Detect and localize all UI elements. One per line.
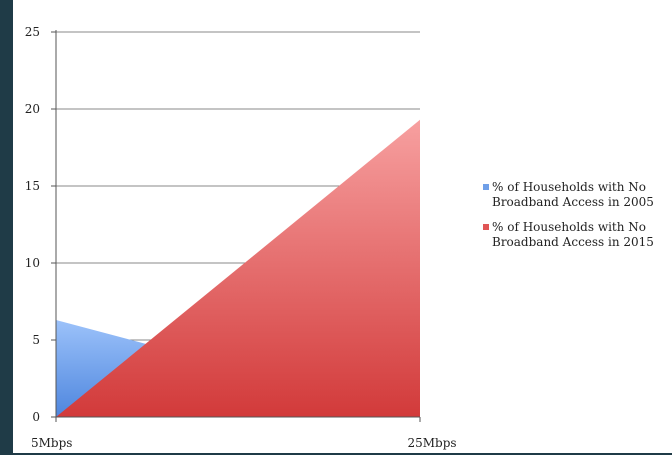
xtick-label-25Mbps: 25Mbps [407,436,456,450]
legend-label-2005-line1: % of Households with No [492,180,647,194]
legend-swatch-2005 [483,184,489,190]
tick-labels: 0 5 10 15 20 25 5Mbps 25Mbps [25,25,457,450]
series-areas [56,119,420,417]
legend-label-2015-line1: % of Households with No [492,220,647,234]
legend-item-2015: % of Households with No Broadband Access… [483,220,672,250]
chart-frame: 0 5 10 15 20 25 5Mbps 25Mbps % of Households wi… [13,0,672,453]
ytick-label-25: 25 [25,25,40,39]
ytick-label-5: 5 [32,333,40,347]
axes [51,30,421,422]
ytick-label-10: 10 [25,256,40,270]
legend: % of Households with No Broadband Access… [483,180,672,260]
legend-item-2005: % of Households with No Broadband Access… [483,180,672,210]
ytick-label-15: 15 [25,179,40,193]
ytick-label-0: 0 [32,410,40,424]
legend-label-2005-line2: Broadband Access in 2005 [492,195,654,209]
area-chart: 0 5 10 15 20 25 5Mbps 25Mbps [25,25,457,450]
legend-swatch-2015 [483,224,489,230]
legend-label-2015-line2: Broadband Access in 2015 [492,235,654,249]
xtick-label-5Mbps: 5Mbps [31,436,72,450]
ytick-label-20: 20 [25,102,40,116]
area-series-2015 [56,119,420,417]
